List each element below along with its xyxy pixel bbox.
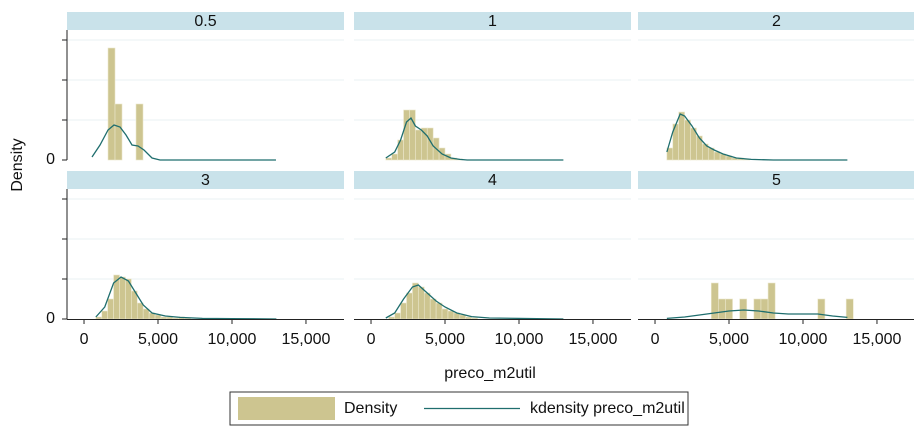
y-tick-label: 0 [46, 310, 55, 327]
kdensity-line [95, 276, 277, 320]
histogram-bar [114, 103, 123, 161]
y-tick-label: 0 [46, 151, 55, 168]
kdensity-line [385, 284, 564, 320]
panel-strip [354, 12, 631, 30]
histogram-bar [119, 276, 126, 320]
histogram-bar [166, 316, 174, 320]
panel-strip [638, 12, 914, 30]
histogram-bar [409, 109, 416, 161]
x-tick-label: 10,000 [779, 331, 828, 348]
histogram-bar [418, 286, 425, 320]
panel-strip [67, 12, 344, 30]
histogram-bar [95, 316, 103, 320]
y-axis-title: Density [9, 138, 26, 191]
histogram-bar [684, 119, 691, 161]
histogram-bar [385, 157, 393, 161]
histogram-bar [678, 111, 685, 161]
kdensity-line [385, 116, 564, 161]
panel-strip [67, 171, 344, 189]
panel-title: 3 [201, 172, 210, 189]
histogram-bar [441, 308, 449, 320]
histogram-bar [403, 109, 410, 161]
x-tick-label: 0 [367, 331, 376, 348]
histogram-bar [391, 153, 398, 161]
x-tick-label: 10,000 [208, 331, 257, 348]
histogram-bar [415, 129, 422, 161]
legend-label: kdensity preco_m2util [530, 400, 685, 417]
histogram-bar [107, 298, 114, 320]
histogram-bar [423, 292, 431, 320]
x-tick-label: 5,000 [709, 331, 749, 348]
panel-title: 5 [772, 172, 781, 189]
histogram-bar [154, 314, 162, 320]
histogram-bar [131, 290, 138, 320]
histogram-bar [718, 298, 726, 320]
histogram-bar [845, 298, 854, 320]
histogram-bar [160, 316, 168, 320]
histogram-bar [739, 298, 748, 320]
panel-title: 0.5 [194, 13, 216, 30]
x-tick-label: 5,000 [425, 331, 465, 348]
panel-title: 4 [488, 172, 497, 189]
histogram-bar [135, 103, 144, 161]
x-tick-label: 10,000 [495, 331, 544, 348]
x-tick-label: 0 [651, 331, 660, 348]
histogram-bar [406, 292, 413, 320]
kdensity-line [666, 113, 848, 161]
panel-title: 2 [772, 13, 781, 30]
x-tick-label: 5,000 [138, 331, 178, 348]
x-tick-label: 15,000 [282, 331, 331, 348]
x-tick-label: 15,000 [569, 331, 618, 348]
histogram-bar [136, 302, 144, 320]
kdensity-line [91, 124, 276, 161]
histogram-bar [142, 308, 150, 320]
legend-label: Density [344, 400, 397, 417]
histogram-bar [388, 316, 395, 320]
histogram-bar [465, 316, 472, 320]
panel-strip [638, 171, 914, 189]
histogram-bar [760, 298, 769, 320]
histogram-bar [394, 312, 401, 320]
panel-title: 1 [488, 13, 497, 30]
kdensity-line [666, 309, 848, 320]
histogram-bar [725, 298, 733, 320]
histogram-bar [172, 317, 180, 320]
histogram-bar [101, 310, 108, 320]
legend-swatch [238, 397, 335, 420]
x-tick-label: 0 [80, 331, 89, 348]
histogram-bar [435, 302, 443, 320]
histogram-bar [817, 298, 826, 320]
histogram-bar [447, 310, 455, 320]
x-axis-title: preco_m2util [444, 365, 536, 382]
x-tick-label: 15,000 [853, 331, 902, 348]
histogram-bar [400, 302, 407, 320]
histogram-bar [412, 282, 419, 320]
histogram-bar [471, 317, 478, 320]
histogram-bar [107, 47, 116, 161]
histogram-bar [429, 298, 437, 320]
panel-strip [354, 171, 631, 189]
histogram-bar [753, 298, 762, 320]
histogram-bar [713, 151, 721, 161]
